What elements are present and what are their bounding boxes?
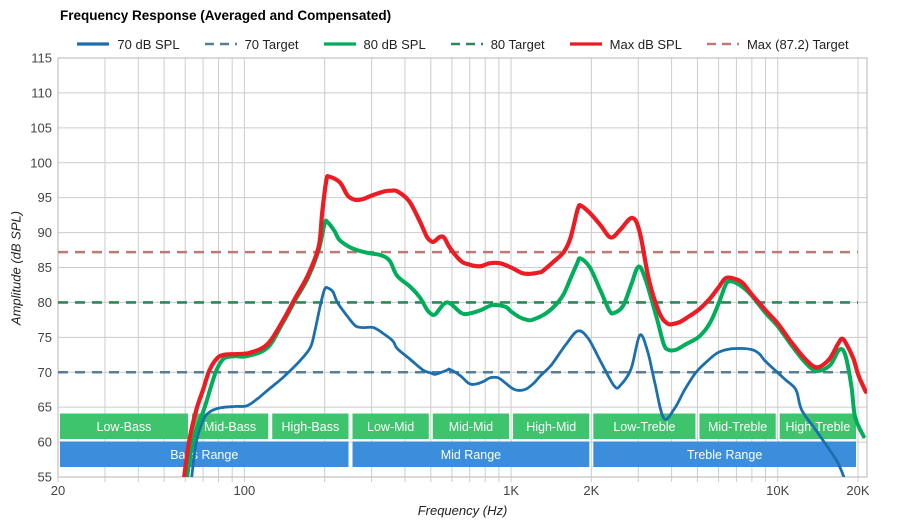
y-tick-label: 75 [38,330,52,345]
band-row-main: Bass Range Mid Range Treble Range [60,441,856,467]
legend-swatch-max-db-spl [569,42,602,46]
y-tick-label: 90 [38,225,52,240]
band-bass-range [60,441,349,467]
band-label-high-treble: High-Treble [785,420,850,434]
band-label-high-bass: High-Bass [282,420,340,434]
x-tick-label: 100 [234,483,256,498]
band-mid-range [352,441,590,467]
y-tick-label: 85 [38,260,52,275]
band-label-mid-mid: Mid-Mid [449,420,493,434]
target-lines [58,250,858,374]
series-lines [182,174,867,477]
y-tick-label: 100 [30,155,52,170]
band-mid-mid [432,413,510,439]
legend-label: Max (87.2) Target [746,36,849,52]
legend-swatch-80-db-spl [323,42,356,46]
legend-swatch-70-target [204,42,237,46]
series-70-db-spl [190,286,846,477]
chart-legend: 70 dB SPL 70 Target 80 dB SPL 80 Target Max … [58,33,867,55]
band-label-treble-range: Treble Range [687,448,762,462]
x-axis-ticks [57,477,859,482]
band-treble-range [593,441,856,467]
legend-swatch-70-db-spl [77,42,110,46]
x-axis-title: Frequency (Hz) [417,503,508,518]
band-low-bass [60,413,188,439]
x-tick-label: 2K [583,483,599,498]
band-label-high-mid: High-Mid [526,420,576,434]
band-high-mid [513,413,590,439]
legend-label: 80 Target [490,36,545,52]
series-max-db-spl [182,174,867,477]
legend-item-70-db-spl[interactable]: 70 dB SPL [76,36,180,52]
y-axis-labels: 55 60 65 70 75 80 85 90 95 100 105 110 115 [30,51,52,485]
legend-label: 70 Target [244,36,299,52]
chart-title: Frequency Response (Averaged and Compens… [60,8,392,23]
band-label-bass-range: Bass Range [170,448,238,462]
y-tick-label: 95 [38,190,52,205]
y-tick-label: 115 [31,51,52,66]
x-tick-label: 10K [766,483,789,498]
legend-item-80-db-spl[interactable]: 80 dB SPL [323,37,426,52]
band-label-low-bass: Low-Bass [97,420,152,434]
band-high-bass [272,413,349,439]
legend-item-max-87.2-target[interactable]: Max (87.2) Target [706,37,849,52]
y-tick-label: 105 [30,120,52,135]
x-axis-labels: 20 100 1K 2K 10K 20K [51,483,870,498]
band-label-low-treble: Low-Treble [613,420,675,434]
band-label-low-mid: Low-Mid [367,420,414,434]
legend-label: 70 dB SPL [117,36,180,52]
y-tick-label: 60 [38,435,52,450]
band-label-mid-bass: Mid-Bass [204,420,256,434]
y-tick-label: 65 [38,400,52,415]
x-tick-label: 1K [503,483,519,498]
band-label-mid-range: Mid Range [441,448,501,462]
x-tick-label: 20K [846,483,869,498]
band-row-sub: Low-Bass Mid-Bass High-Bass Low-Mid Mid-Mid H… [60,413,856,439]
y-tick-label: 70 [38,365,52,380]
legend-label: 80 dB SPL [363,36,426,52]
y-tick-label: 80 [38,295,52,310]
legend-label: Max dB SPL [609,36,682,52]
legend-item-max-db-spl[interactable]: Max dB SPL [569,37,682,52]
band-low-mid [352,413,429,439]
legend-swatch-80-target [450,42,483,46]
band-low-treble [593,413,696,439]
legend-item-80-target[interactable]: 80 Target [450,37,545,52]
y-tick-label: 55 [38,470,52,485]
legend-item-70-target[interactable]: 70 Target [204,37,299,52]
y-axis-title: Amplitude (dB SPL) [8,210,24,326]
band-mid-treble [699,413,776,439]
band-label-mid-treble: Mid-Treble [708,420,767,434]
x-tick-label: 20 [51,483,65,498]
y-tick-label: 110 [31,85,52,100]
legend-swatch-max-87.2-target [706,42,739,46]
